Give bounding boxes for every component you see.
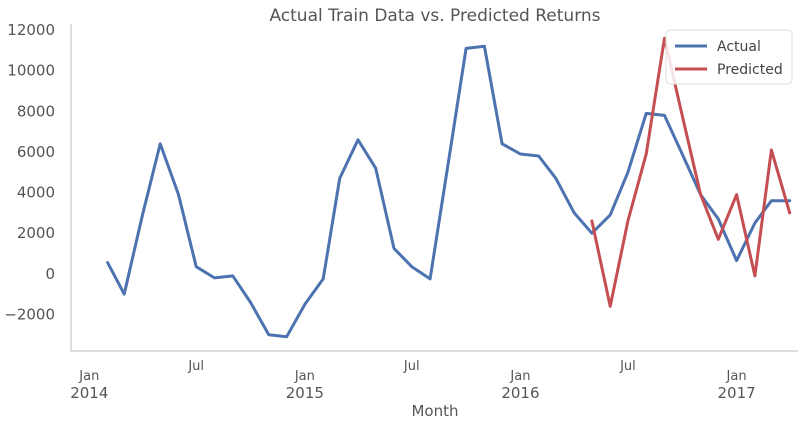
- y-tick-label: 4000: [17, 184, 55, 202]
- x-tick-year-label: 2017: [717, 384, 755, 402]
- series-line-actual: [106, 44, 792, 339]
- y-tick-labels: −2000 0 2000 4000 6000 8000 10000 12000: [4, 21, 55, 323]
- legend-label-actual: Actual: [717, 39, 761, 55]
- x-axis-label: Month: [411, 402, 458, 420]
- x-tick-year-label: 2014: [70, 384, 108, 402]
- y-tick-label: 0: [45, 265, 55, 283]
- y-tick-label: 2000: [17, 224, 55, 242]
- y-tick-label: 12000: [7, 21, 55, 39]
- x-tick-label: Jan: [726, 369, 747, 384]
- y-tick-label: −2000: [4, 305, 55, 323]
- x-tick-year-label: 2016: [501, 384, 539, 402]
- x-tick-label: Jan: [509, 369, 530, 384]
- x-tick-label: Jan: [294, 369, 315, 384]
- series-line-predicted: [590, 36, 792, 308]
- x-tick-label: Jul: [403, 359, 420, 374]
- y-tick-label: 10000: [7, 62, 55, 80]
- legend: Actual Predicted: [665, 29, 793, 85]
- series-layer: [106, 36, 792, 339]
- chart-title: Actual Train Data vs. Predicted Returns: [269, 6, 600, 26]
- x-tick-label: Jul: [619, 359, 636, 374]
- legend-label-predicted: Predicted: [717, 62, 783, 78]
- y-tick-label: 8000: [17, 102, 55, 120]
- x-tick-label: Jul: [187, 359, 204, 374]
- y-tick-label: 6000: [17, 143, 55, 161]
- x-tick-label: Jan: [78, 369, 99, 384]
- x-tick-year-label: 2015: [286, 384, 324, 402]
